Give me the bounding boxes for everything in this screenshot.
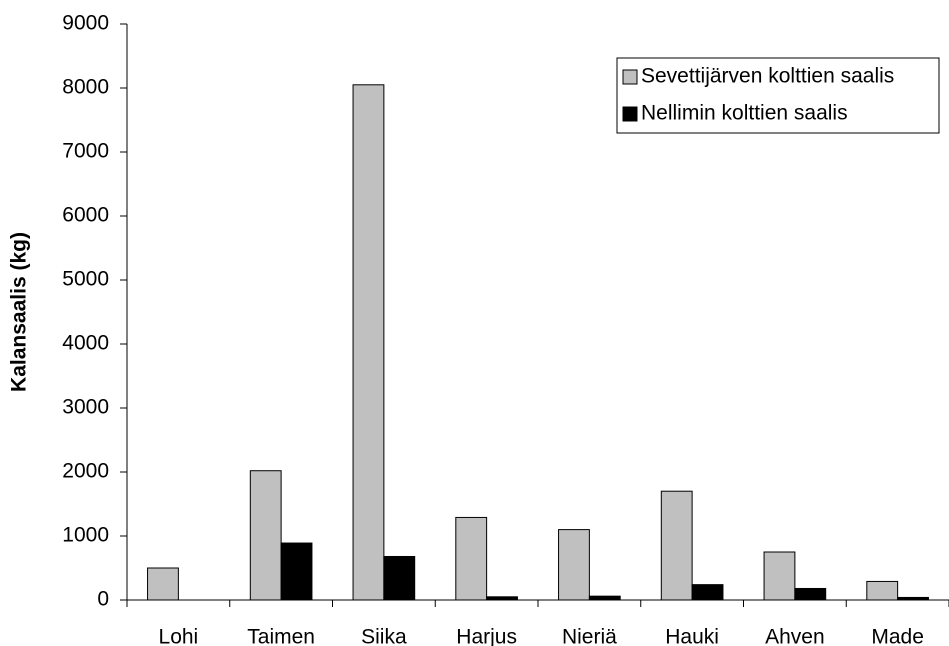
x-tick-label: Taimen [247, 626, 315, 646]
bar [352, 84, 385, 601]
legend-swatch [622, 106, 638, 122]
y-tick-label: 8000 [62, 76, 109, 99]
bar [794, 587, 827, 601]
legend-label: Sevettijärven kolttien saalis [641, 65, 894, 88]
x-tick-label: Nieriä [562, 626, 617, 646]
y-tick-label: 6000 [62, 204, 109, 227]
y-tick-label: 9000 [62, 12, 109, 35]
y-axis-label: Kalansaalis (kg) [8, 232, 31, 392]
x-tick-label: Ahven [765, 626, 825, 646]
x-tick-label: Harjus [456, 626, 517, 646]
y-tick-label: 2000 [62, 460, 109, 483]
bar [763, 551, 796, 601]
x-tick-label: Lohi [159, 626, 199, 646]
bar [691, 584, 724, 601]
legend-label: Nellimin kolttien saalis [641, 102, 848, 125]
x-tick-label: Made [871, 626, 924, 646]
bar [383, 555, 416, 601]
bar [866, 580, 899, 601]
bar [249, 470, 282, 601]
x-tick-label: Siika [361, 626, 407, 646]
y-tick-label: 7000 [62, 140, 109, 163]
legend-swatch [622, 69, 638, 85]
legend-box [616, 57, 940, 134]
y-tick-label: 5000 [62, 268, 109, 291]
y-tick-label: 1000 [62, 524, 109, 547]
y-tick-label: 4000 [62, 332, 109, 355]
bar [486, 596, 518, 601]
bar [558, 529, 590, 601]
bar [897, 596, 929, 601]
bar [588, 595, 621, 601]
bar [660, 490, 693, 601]
bar [147, 567, 179, 601]
bar [455, 516, 488, 601]
y-tick-label: 0 [97, 588, 109, 611]
x-tick-label: Hauki [665, 626, 719, 646]
bar [280, 542, 313, 601]
y-tick-label: 3000 [62, 396, 109, 419]
